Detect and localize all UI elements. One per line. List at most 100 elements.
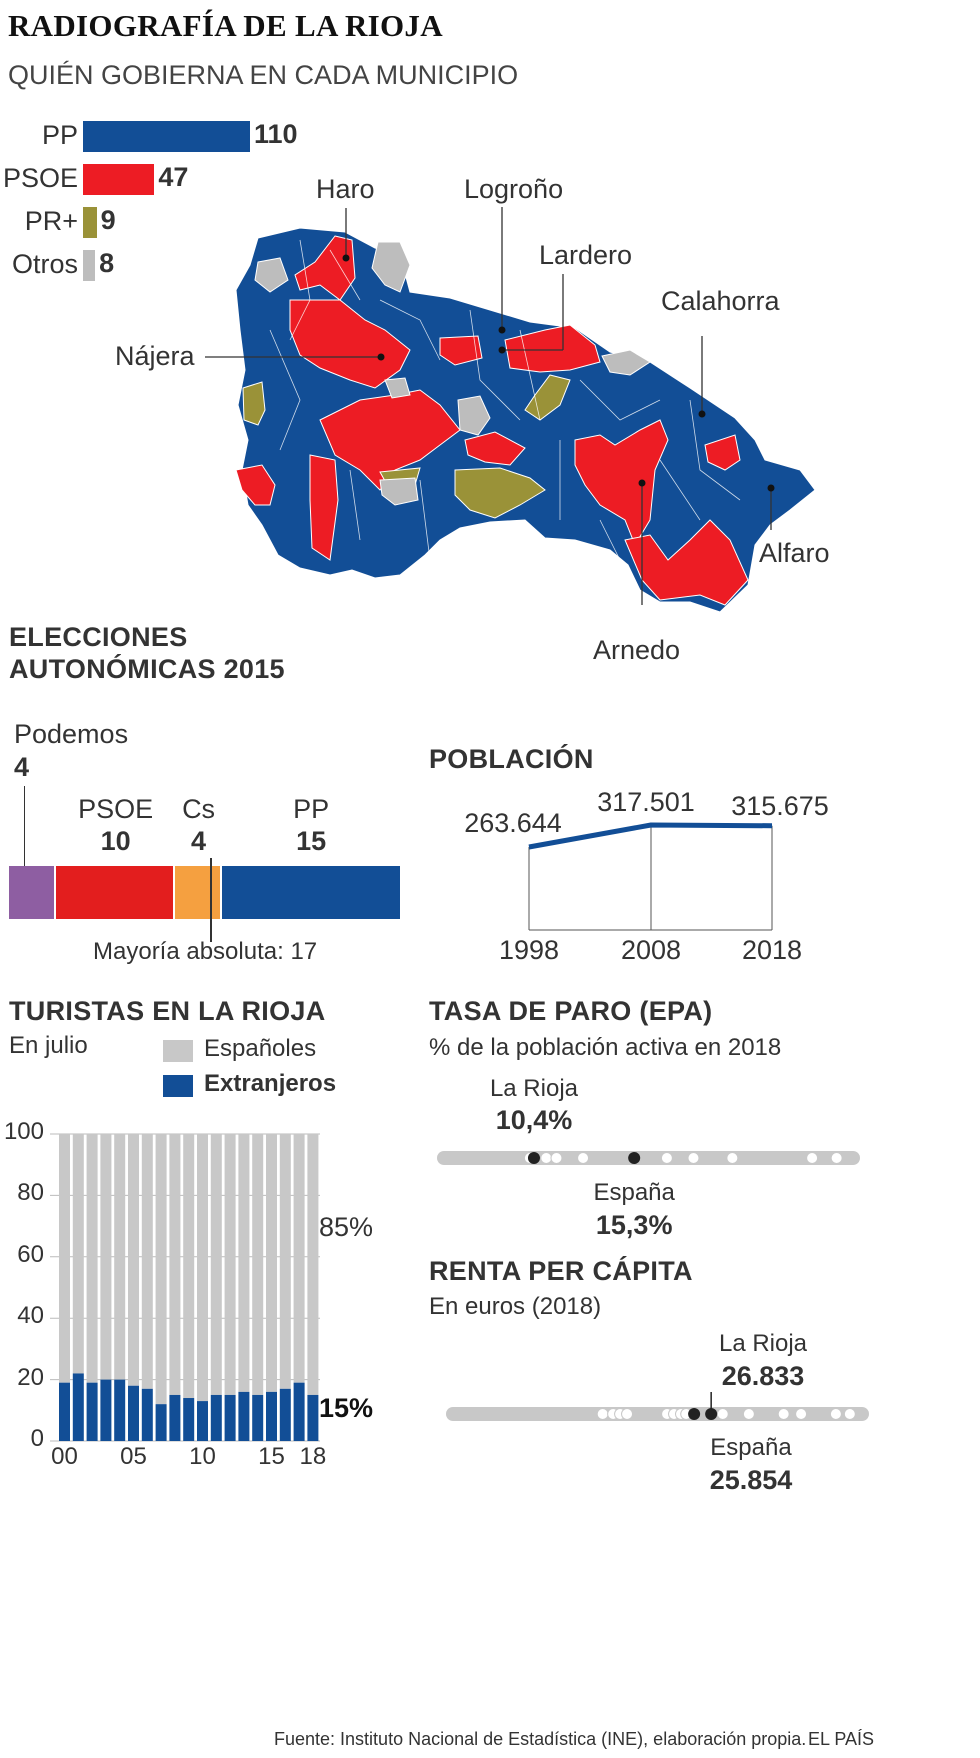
elecciones-podemos-leader [24, 786, 25, 866]
turistas-bar-espanoles [141, 1134, 153, 1389]
footer-source: Fuente: Instituto Nacional de Estadístic… [274, 1729, 807, 1749]
map-region-psoe [289, 299, 411, 389]
turistas-bar-extranjeros [72, 1373, 84, 1441]
turistas-bar-extranjeros [183, 1398, 195, 1441]
turistas-note: En julio [9, 1032, 88, 1059]
map-label-arnedo: Arnedo [593, 635, 681, 665]
elecciones-party-cs: Cs [182, 794, 216, 824]
poblacion-xtick-2008: 2008 [620, 935, 682, 965]
map-region-prplus [242, 381, 266, 426]
paro-rioja-dot [527, 1152, 540, 1164]
renta-title: RENTA PER CÁPITA [429, 1256, 693, 1286]
map-region-psoe [439, 335, 483, 366]
map-label-calahorra: Calahorra [661, 286, 780, 316]
map-label-najera: Nájera [115, 341, 195, 371]
elecciones-seats-psoe: 10 [100, 826, 131, 856]
page-subtitle: QUIÉN GOBIERNA EN CADA MUNICIPIO [8, 60, 519, 90]
turistas-bar-espanoles [293, 1134, 305, 1383]
elecciones-title-line1: ELECCIONES [9, 622, 188, 652]
paro-note: % de la población activa en 2018 [429, 1034, 782, 1061]
renta-region-dot [777, 1408, 790, 1420]
paro-espana-label: España [593, 1179, 675, 1206]
renta-rioja-value: 26.833 [721, 1361, 805, 1391]
turistas-title: TURISTAS EN LA RIOJA [9, 996, 326, 1026]
turistas-bar-espanoles [266, 1134, 277, 1392]
poblacion-line [528, 822, 773, 850]
map-region-psoe [624, 519, 749, 606]
turistas-bar-espanoles [100, 1134, 112, 1380]
paro-region-dot [660, 1152, 673, 1164]
turistas-xtick: 18 [299, 1443, 327, 1470]
legend-label-espanoles: Españoles [204, 1035, 317, 1062]
turistas-pct-espanoles: 85% [319, 1212, 374, 1242]
turistas-ytick: 20 [17, 1363, 44, 1391]
elecciones-seats-podemos: 4 [14, 752, 30, 782]
municipios-bar-otros [83, 250, 96, 281]
municipios-cat-otros: Otros [11, 249, 78, 279]
paro-region-dot [577, 1152, 590, 1164]
map-label-logrono: Logroño [464, 174, 564, 204]
map-region-otros [384, 377, 411, 399]
turistas-bar-extranjeros [279, 1388, 291, 1441]
map-region-otros [379, 477, 419, 506]
map-label-alfaro: Alfaro [759, 538, 830, 568]
renta-region-dot [795, 1408, 808, 1420]
map-label-lardero: Lardero [539, 240, 633, 270]
municipios-cat-prplus: PR+ [24, 206, 78, 236]
map-region-psoe [704, 434, 741, 471]
turistas-bar-espanoles [197, 1134, 208, 1402]
municipios-bar-prplus [83, 207, 97, 238]
map-region-psoe [294, 235, 356, 301]
turistas-bar-extranjeros [59, 1382, 70, 1441]
legend-swatch-extranjeros [163, 1075, 193, 1097]
turistas-bar-extranjeros [86, 1382, 98, 1441]
elecciones-majority-label: Mayoría absoluta: 17 [93, 938, 318, 965]
turistas-bar-espanoles [114, 1134, 126, 1380]
map-boundaries [269, 239, 741, 561]
map-label-haro: Haro [316, 174, 375, 204]
map-region-pp [235, 227, 816, 613]
turistas-bar-extranjeros [197, 1401, 208, 1441]
turistas-xtick: 00 [51, 1443, 78, 1470]
turistas-bar-extranjeros [307, 1394, 319, 1441]
legend-label-extranjeros: Extranjeros [204, 1070, 337, 1097]
turistas-bar-extranjeros [141, 1388, 153, 1441]
turistas-xtick: 05 [120, 1443, 147, 1470]
turistas-bar-espanoles [169, 1134, 181, 1395]
renta-region-dot [621, 1408, 634, 1420]
turistas-bar-extranjeros [114, 1379, 126, 1441]
renta-espana-label: España [710, 1434, 792, 1461]
turistas-bar-extranjeros [210, 1394, 222, 1441]
paro-region-dot [687, 1152, 700, 1164]
rioja-map [205, 207, 816, 613]
map-region-psoe [504, 324, 601, 373]
elecciones-segment-podemos [9, 866, 55, 919]
renta-espana-dot [688, 1408, 701, 1420]
turistas-bar-espanoles [86, 1134, 98, 1383]
map-dots [342, 254, 775, 492]
footer-brand: EL PAÍS [808, 1729, 875, 1749]
turistas-ytick: 80 [17, 1179, 44, 1207]
municipios-cat-pp: PP [41, 120, 78, 150]
municipios-bar-pp [83, 121, 250, 152]
turistas-bar-espanoles [59, 1134, 70, 1383]
paro-title: TASA DE PARO (EPA) [429, 996, 713, 1026]
poblacion-xtick-2018: 2018 [741, 935, 803, 965]
elecciones-majority-line [210, 858, 212, 942]
map-shapes [235, 227, 816, 613]
map-region-otros [254, 257, 289, 293]
turistas-bar-extranjeros [155, 1404, 167, 1441]
turistas-ytick: 0 [30, 1425, 44, 1452]
paro-espana-dot [628, 1152, 641, 1164]
turistas-pct-extranjeros: 15% [319, 1393, 374, 1423]
poblacion-value-1998: 263.644 [464, 808, 562, 838]
municipios-bar-psoe [83, 164, 155, 195]
turistas-bar-espanoles [210, 1134, 222, 1395]
turistas-bar-espanoles [252, 1134, 264, 1395]
municipios-value-psoe: 47 [158, 162, 189, 192]
turistas-ytick: 100 [3, 1118, 44, 1145]
municipios-value-otros: 8 [99, 248, 115, 278]
poblacion-title: POBLACIÓN [429, 744, 594, 774]
